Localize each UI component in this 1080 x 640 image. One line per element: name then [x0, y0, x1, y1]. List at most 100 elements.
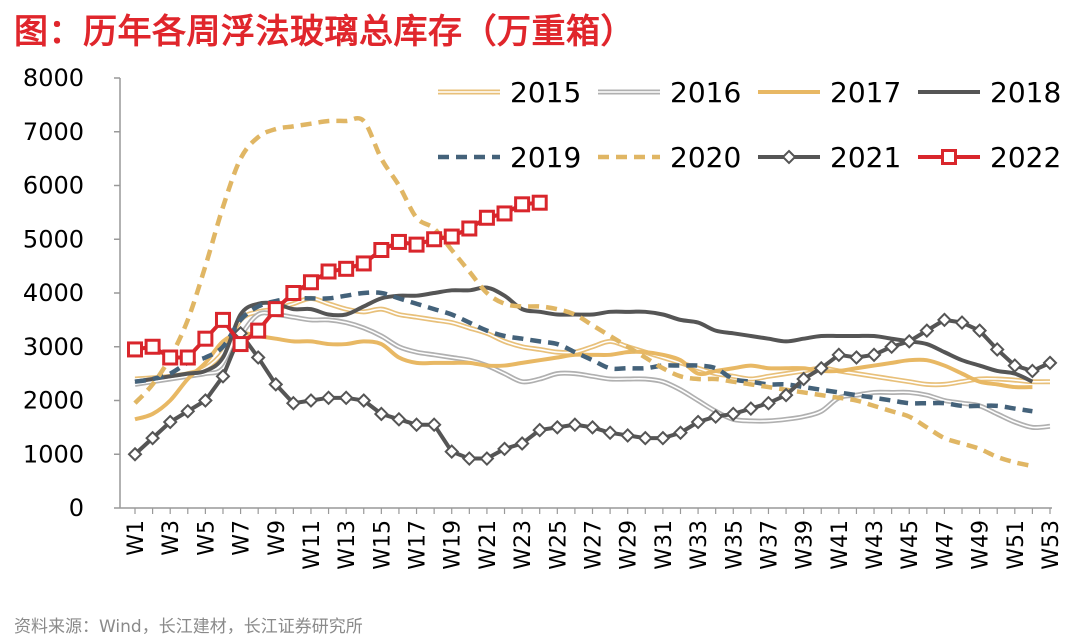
data-point-2021: [321, 390, 336, 406]
series-2020: [133, 115, 1033, 469]
legend-label-2018: 2018: [990, 76, 1061, 109]
data-point-2021: [866, 347, 882, 363]
data-point-2022: [355, 255, 372, 272]
data-point-2021: [831, 347, 847, 363]
data-point-2021: [1042, 355, 1058, 371]
data-point-2021: [972, 323, 988, 339]
x-tick-label: W7: [230, 520, 255, 556]
series-line-2020: [133, 115, 1033, 469]
legend-item-2015: 2015: [438, 76, 581, 109]
data-point-2021: [637, 430, 653, 446]
data-point-2021: [391, 411, 407, 427]
legend-item-2020: 2020: [598, 141, 741, 174]
series-line-2015-core: [134, 297, 1051, 386]
data-point-2021: [303, 393, 319, 408]
x-tick-label: W39: [793, 520, 818, 570]
x-tick-label: W3: [159, 520, 184, 556]
data-point-2021: [250, 350, 266, 365]
data-point-2021: [849, 350, 864, 365]
data-point-2022: [302, 274, 319, 291]
legend-label-2020: 2020: [670, 141, 741, 174]
data-point-2021: [602, 425, 618, 441]
data-point-2022: [179, 349, 196, 366]
x-tick-label: W35: [722, 520, 747, 570]
legend-label-2019: 2019: [510, 141, 581, 174]
data-point-2021: [1007, 358, 1023, 373]
legend-item-2019: 2019: [438, 141, 581, 174]
data-point-2022: [443, 228, 460, 245]
x-tick-label: W37: [757, 520, 782, 570]
x-tick-label: W13: [335, 520, 360, 570]
data-point-2022: [461, 220, 478, 237]
data-point-2022: [162, 349, 179, 366]
data-point-2021: [532, 422, 548, 438]
data-point-2022: [250, 322, 267, 339]
data-point-2022: [214, 311, 231, 328]
x-tick-label: W53: [1039, 520, 1064, 570]
data-point-2021: [937, 312, 952, 328]
data-point-2021: [901, 333, 917, 349]
legend-label-2022: 2022: [990, 141, 1061, 174]
data-point-2022: [514, 196, 531, 213]
data-point-2022: [531, 194, 548, 211]
legend-label-2021: 2021: [830, 141, 901, 174]
data-point-2022: [478, 209, 495, 226]
source-note: 资料来源：Wind，长江建材，长江证券研究所: [14, 617, 363, 637]
data-point-2022: [496, 205, 513, 222]
legend-item-2016: 2016: [598, 76, 741, 109]
y-tick-label: 0: [69, 494, 84, 522]
data-point-2021: [215, 368, 231, 384]
x-tick-label: W41: [828, 520, 853, 570]
data-point-2021: [989, 342, 1005, 357]
series-layer: [127, 115, 1058, 469]
data-point-2021: [690, 414, 706, 430]
x-tick-label: W33: [687, 520, 712, 570]
data-point-2021: [497, 441, 512, 457]
axes: 0 1000 2000 3000 4000 5000 6000 7000 8000 W1 W3 W5 W…: [23, 64, 1064, 570]
data-point-2021: [725, 406, 741, 422]
x-tick-label: W17: [406, 520, 431, 570]
data-point-2021: [338, 390, 354, 406]
data-point-2021: [426, 417, 442, 433]
x-tick-label: W21: [476, 520, 501, 570]
y-tick-label: 1000: [23, 440, 84, 468]
series-line-2018: [134, 285, 1034, 384]
x-tick-label: W11: [300, 520, 325, 570]
series-2015: [134, 295, 1051, 388]
x-tick-label: W19: [441, 520, 466, 570]
legend-marker-2021: [781, 149, 797, 165]
x-tick-label: W47: [933, 520, 958, 570]
data-point-2021: [145, 430, 161, 446]
data-point-2022: [285, 285, 302, 301]
x-tick-label: W5: [194, 520, 219, 556]
data-point-2021: [479, 451, 495, 466]
x-tick-label: W45: [898, 520, 923, 570]
data-point-2021: [567, 417, 583, 433]
data-point-2021: [954, 315, 970, 330]
data-point-2021: [655, 430, 671, 446]
legend-label-2015: 2015: [510, 76, 581, 109]
chart-title: 图：历年各周浮法玻璃总库存（万重箱）: [14, 12, 635, 52]
data-point-2022: [373, 242, 390, 258]
x-tick-label: W27: [582, 520, 607, 570]
data-point-2022: [197, 330, 214, 347]
legend-label-2017: 2017: [830, 76, 901, 109]
series-2016: [134, 310, 1051, 431]
data-point-2022: [338, 260, 355, 277]
data-point-2022: [232, 336, 249, 353]
series-line-2019: [134, 290, 1033, 414]
x-tick-label: W25: [546, 520, 571, 570]
legend-item-2022: 2022: [918, 141, 1061, 174]
legend: 2015 2016 2017 2018 2019 2020 2021 2022: [438, 76, 1061, 174]
data-point-2021: [409, 417, 424, 433]
data-point-2022: [408, 236, 425, 253]
data-point-2022: [127, 341, 143, 358]
y-tick-label: 2000: [23, 387, 84, 415]
data-point-2021: [778, 387, 794, 403]
data-point-2021: [268, 376, 284, 392]
data-point-2022: [144, 338, 161, 355]
x-tick-label: W29: [617, 520, 642, 570]
data-point-2021: [1024, 363, 1040, 379]
legend-item-2017: 2017: [758, 76, 901, 109]
y-tick-label: 6000: [23, 172, 84, 200]
